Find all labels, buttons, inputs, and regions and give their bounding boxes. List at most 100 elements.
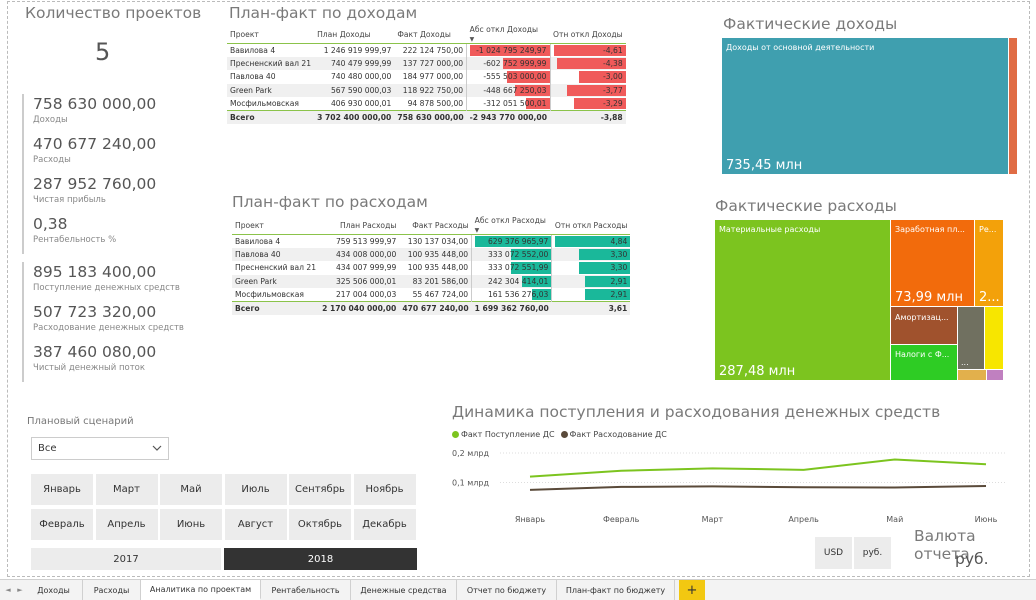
sort-desc-icon: ▼ <box>474 227 480 234</box>
series-line-2[interactable] <box>529 485 987 491</box>
col-project[interactable]: Проект <box>227 25 315 44</box>
data-bar <box>585 289 631 300</box>
kpi-profitability: 0,38 Рентабельность % <box>33 214 202 254</box>
page-tab[interactable]: Рентабельность <box>261 580 351 600</box>
table-row[interactable]: Мосфильмовская 217 004 000,03 55 467 724,0… <box>232 288 631 302</box>
month-button[interactable]: Апрель <box>95 509 158 540</box>
month-button[interactable]: Июль <box>224 474 287 505</box>
month-button[interactable]: Июнь <box>160 509 222 540</box>
series-line-1[interactable] <box>529 458 987 478</box>
currency-button-rub[interactable]: руб. <box>854 537 891 569</box>
table-row[interactable]: Павлова 40 434 008 000,00 100 935 448,00 33… <box>232 247 631 262</box>
page-tab[interactable]: Расходы <box>83 580 141 600</box>
month-button[interactable]: Январь <box>31 474 93 505</box>
table-row[interactable]: Вавилова 4 1 246 919 999,97 222 124 750,00… <box>227 43 626 57</box>
col-fact[interactable]: Факт Доходы <box>394 25 467 44</box>
table-row[interactable]: Green Park 325 506 000,01 83 201 586,00 242… <box>232 274 631 289</box>
col-fact[interactable]: Факт Расходы <box>399 216 472 235</box>
total-project: Всего <box>227 109 315 124</box>
month-button[interactable]: Август <box>224 509 287 540</box>
cell-rel: -4,61 <box>549 43 626 57</box>
page-tab[interactable]: План-факт по бюджету <box>557 580 675 600</box>
treemap-tile-small-pink[interactable] <box>987 370 1003 380</box>
treemap-tile-amortization[interactable]: Амортизац... <box>891 307 957 344</box>
income-table: Проект План Доходы Факт Доходы Абс откл … <box>227 25 626 124</box>
cell-plan: 325 506 000,01 <box>319 274 400 289</box>
page-tab[interactable]: Денежные средства <box>351 580 457 600</box>
add-page-button[interactable]: + <box>679 580 705 600</box>
total-project: Всего <box>232 300 320 315</box>
col-plan[interactable]: План Расходы <box>319 216 400 235</box>
kpi-cash-in: 895 183 400,00 Поступление денежных средс… <box>33 262 202 302</box>
cell-project: Green Park <box>232 274 320 289</box>
data-bar <box>574 98 626 109</box>
month-button[interactable]: Декабрь <box>353 509 416 540</box>
sort-desc-icon: ▼ <box>469 36 475 43</box>
treemap-tile-other-income[interactable] <box>1009 38 1017 174</box>
table-row[interactable]: Мосфильмовская 406 930 000,01 94 878 500,0… <box>227 97 626 111</box>
cell-rel: 4,84 <box>551 234 631 248</box>
treemap-tile-small-yellow[interactable] <box>985 307 1003 369</box>
cell-value: -3,29 <box>603 99 623 108</box>
treemap-tile-small-tan[interactable] <box>958 370 986 380</box>
cell-abs: 333 072 552,00 <box>471 247 552 262</box>
col-rel[interactable]: Отн откл Расходы <box>551 216 631 235</box>
table-row[interactable]: Пресненский вал 21 434 007 999,99 100 935 … <box>232 261 631 275</box>
month-button[interactable]: Октябрь <box>289 509 351 540</box>
cell-project: Пресненский вал 21 <box>227 56 315 71</box>
page-tab[interactable]: Доходы <box>25 580 83 600</box>
kpi-value: 758 630 000,00 <box>33 95 157 113</box>
col-project[interactable]: Проект <box>232 216 320 235</box>
scenario-slicer-label: Плановый сценарий <box>27 416 134 427</box>
treemap-tile-salary[interactable]: Заработная пл... 73,99 млн <box>891 220 974 306</box>
month-button[interactable]: Март <box>95 474 158 505</box>
cell-value: -4,38 <box>603 59 623 69</box>
legend-item-cash-out[interactable]: Факт Расходование ДС <box>560 430 667 439</box>
cell-plan: 217 004 000,03 <box>335 290 397 299</box>
month-button[interactable]: Ноябрь <box>353 474 416 505</box>
table-row[interactable]: Павлова 40 740 480 000,00 184 977 000,00 -5… <box>227 70 626 84</box>
page-tab[interactable]: Отчет по бюджету <box>457 580 557 600</box>
tab-prev-icon[interactable]: ◄ <box>5 586 11 594</box>
treemap-tile-small-grey[interactable]: ... <box>958 307 984 369</box>
year-button-2018[interactable]: 2018 <box>224 548 417 570</box>
month-button[interactable]: Февраль <box>31 509 93 540</box>
month-button[interactable]: Сентябрь <box>289 474 351 505</box>
col-abs[interactable]: Абс откл Доходы ▼ <box>466 25 550 44</box>
kpi-income: 758 630 000,00 Доходы <box>33 94 202 134</box>
currency-button-usd[interactable]: USD <box>815 537 852 569</box>
cell-plan: 740 479 999,99 <box>314 56 395 71</box>
cell-project: Мосфильмовская <box>235 290 304 299</box>
cell-plan: 1 246 919 999,97 <box>323 45 392 55</box>
x-tick-label: Январь <box>515 515 545 524</box>
cell-value: -448 667 250,03 <box>483 85 547 95</box>
line-chart[interactable]: 0,2 млрд 0,1 млрд Январь Февраль Март Апрель М… <box>450 440 1010 528</box>
kpi-net-profit: 287 952 760,00 Чистая прибыль <box>33 174 202 214</box>
treemap-tile-re[interactable]: Ре... 2... <box>975 220 1003 306</box>
treemap-tile-materials[interactable]: Материальные расходы 287,48 млн <box>715 220 890 380</box>
kpi-group-cash: 895 183 400,00 Поступление денежных средс… <box>22 262 202 382</box>
cell-fact: 100 935 448,00 <box>399 247 472 262</box>
year-button-2017[interactable]: 2017 <box>31 548 221 570</box>
chevron-down-icon <box>152 445 162 451</box>
cell-plan: 434 008 000,00 <box>319 247 400 262</box>
cell-rel: -4,38 <box>549 56 626 71</box>
page-tab[interactable]: Аналитика по проектам <box>141 580 261 600</box>
x-tick-label: Март <box>702 515 724 524</box>
data-bar <box>522 275 552 288</box>
table-row[interactable]: Пресненский вал 21 740 479 999,99 137 727 … <box>227 56 626 71</box>
col-plan[interactable]: План Доходы <box>314 25 395 44</box>
treemap-tile-main-income[interactable]: Доходы от основной деятельности 735,45 м… <box>722 38 1008 174</box>
cell-rel: 3,30 <box>551 261 631 275</box>
cell-value: -3,00 <box>603 72 623 82</box>
table-row[interactable]: Green Park 567 590 000,03 118 922 750,00 -4… <box>227 83 626 98</box>
month-button[interactable]: Май <box>160 474 222 505</box>
kpi-value: 895 183 400,00 <box>33 263 157 281</box>
table-row[interactable]: Вавилова 4 759 513 999,97 130 137 034,00 62… <box>232 234 631 248</box>
treemap-tile-taxes[interactable]: Налоги с Ф... <box>891 345 957 380</box>
col-rel[interactable]: Отн откл Доходы <box>550 25 626 44</box>
col-abs[interactable]: Абс откл Расходы ▼ <box>471 216 552 235</box>
scenario-dropdown[interactable]: Все <box>31 437 169 460</box>
tab-next-icon[interactable]: ► <box>17 586 23 594</box>
legend-item-cash-in[interactable]: Факт Поступление ДС <box>452 430 555 439</box>
